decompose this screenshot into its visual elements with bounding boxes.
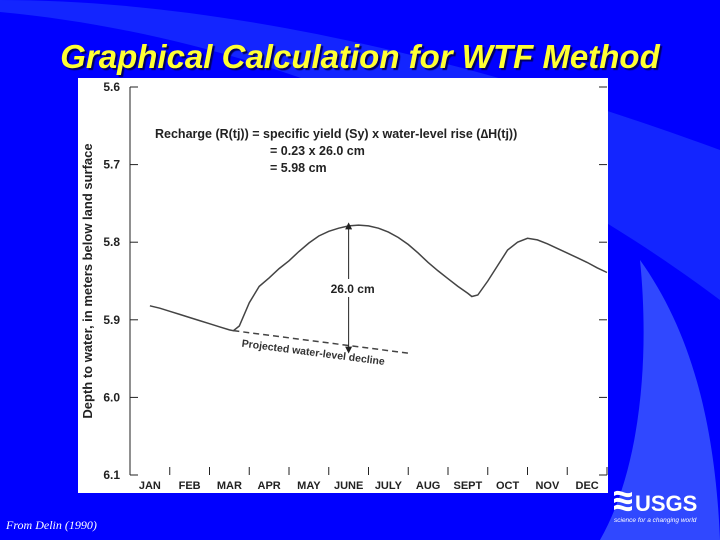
x-tick-label: APR	[258, 480, 281, 492]
equation-line-1: Recharge (R(tj)) = specific yield (Sy) x…	[155, 127, 517, 141]
rise-label-bg	[324, 278, 373, 297]
x-tick-label: AUG	[416, 480, 440, 492]
x-tick-label: DEC	[576, 480, 599, 492]
svg-text:USGS: USGS	[635, 491, 697, 516]
x-tick-label: SEPT	[454, 480, 483, 492]
y-tick-label: 5.9	[103, 313, 120, 327]
y-tick-label: 6.0	[103, 390, 120, 404]
x-tick-label: MAR	[217, 480, 242, 492]
x-tick-label: JAN	[139, 480, 161, 492]
y-tick-label: 5.6	[103, 80, 120, 94]
y-tick-label: 5.7	[103, 158, 120, 172]
projected-decline-label: Projected water-level decline	[241, 338, 386, 368]
x-tick-label: MAY	[297, 480, 321, 492]
water-level-line	[149, 224, 608, 332]
water-level-chart: 5.6 5.7 5.8 5.9 6.0 6.1 JAN FEB MAR APR MAY JUNE JUL…	[80, 80, 608, 492]
equation-line-2: = 0.23 x 26.0 cm	[270, 144, 365, 158]
svg-text:science for a changing world: science for a changing world	[614, 517, 697, 524]
y-axis-label: Depth to water, in meters below land sur…	[80, 143, 95, 418]
x-tick-label: OCT	[496, 480, 520, 492]
y-tick-label: 5.8	[103, 235, 120, 249]
x-tick-label: JUNE	[334, 480, 363, 492]
slide-title: Graphical Calculation for WTF Method	[60, 38, 660, 75]
y-tick-label: 6.1	[103, 468, 120, 482]
rise-label: 26.0 cm	[331, 282, 375, 296]
x-tick-label: FEB	[179, 480, 201, 492]
equation-line-3: = 5.98 cm	[270, 161, 327, 175]
x-tick-label: NOV	[535, 480, 560, 492]
x-tick-label: JULY	[375, 480, 403, 492]
source-credit: From Delin (1990)	[6, 518, 97, 532]
chart-panel: 5.6 5.7 5.8 5.9 6.0 6.1 JAN FEB MAR APR MAY JUNE JUL…	[78, 78, 608, 493]
usgs-logo: USGS science for a changing world	[614, 490, 697, 524]
